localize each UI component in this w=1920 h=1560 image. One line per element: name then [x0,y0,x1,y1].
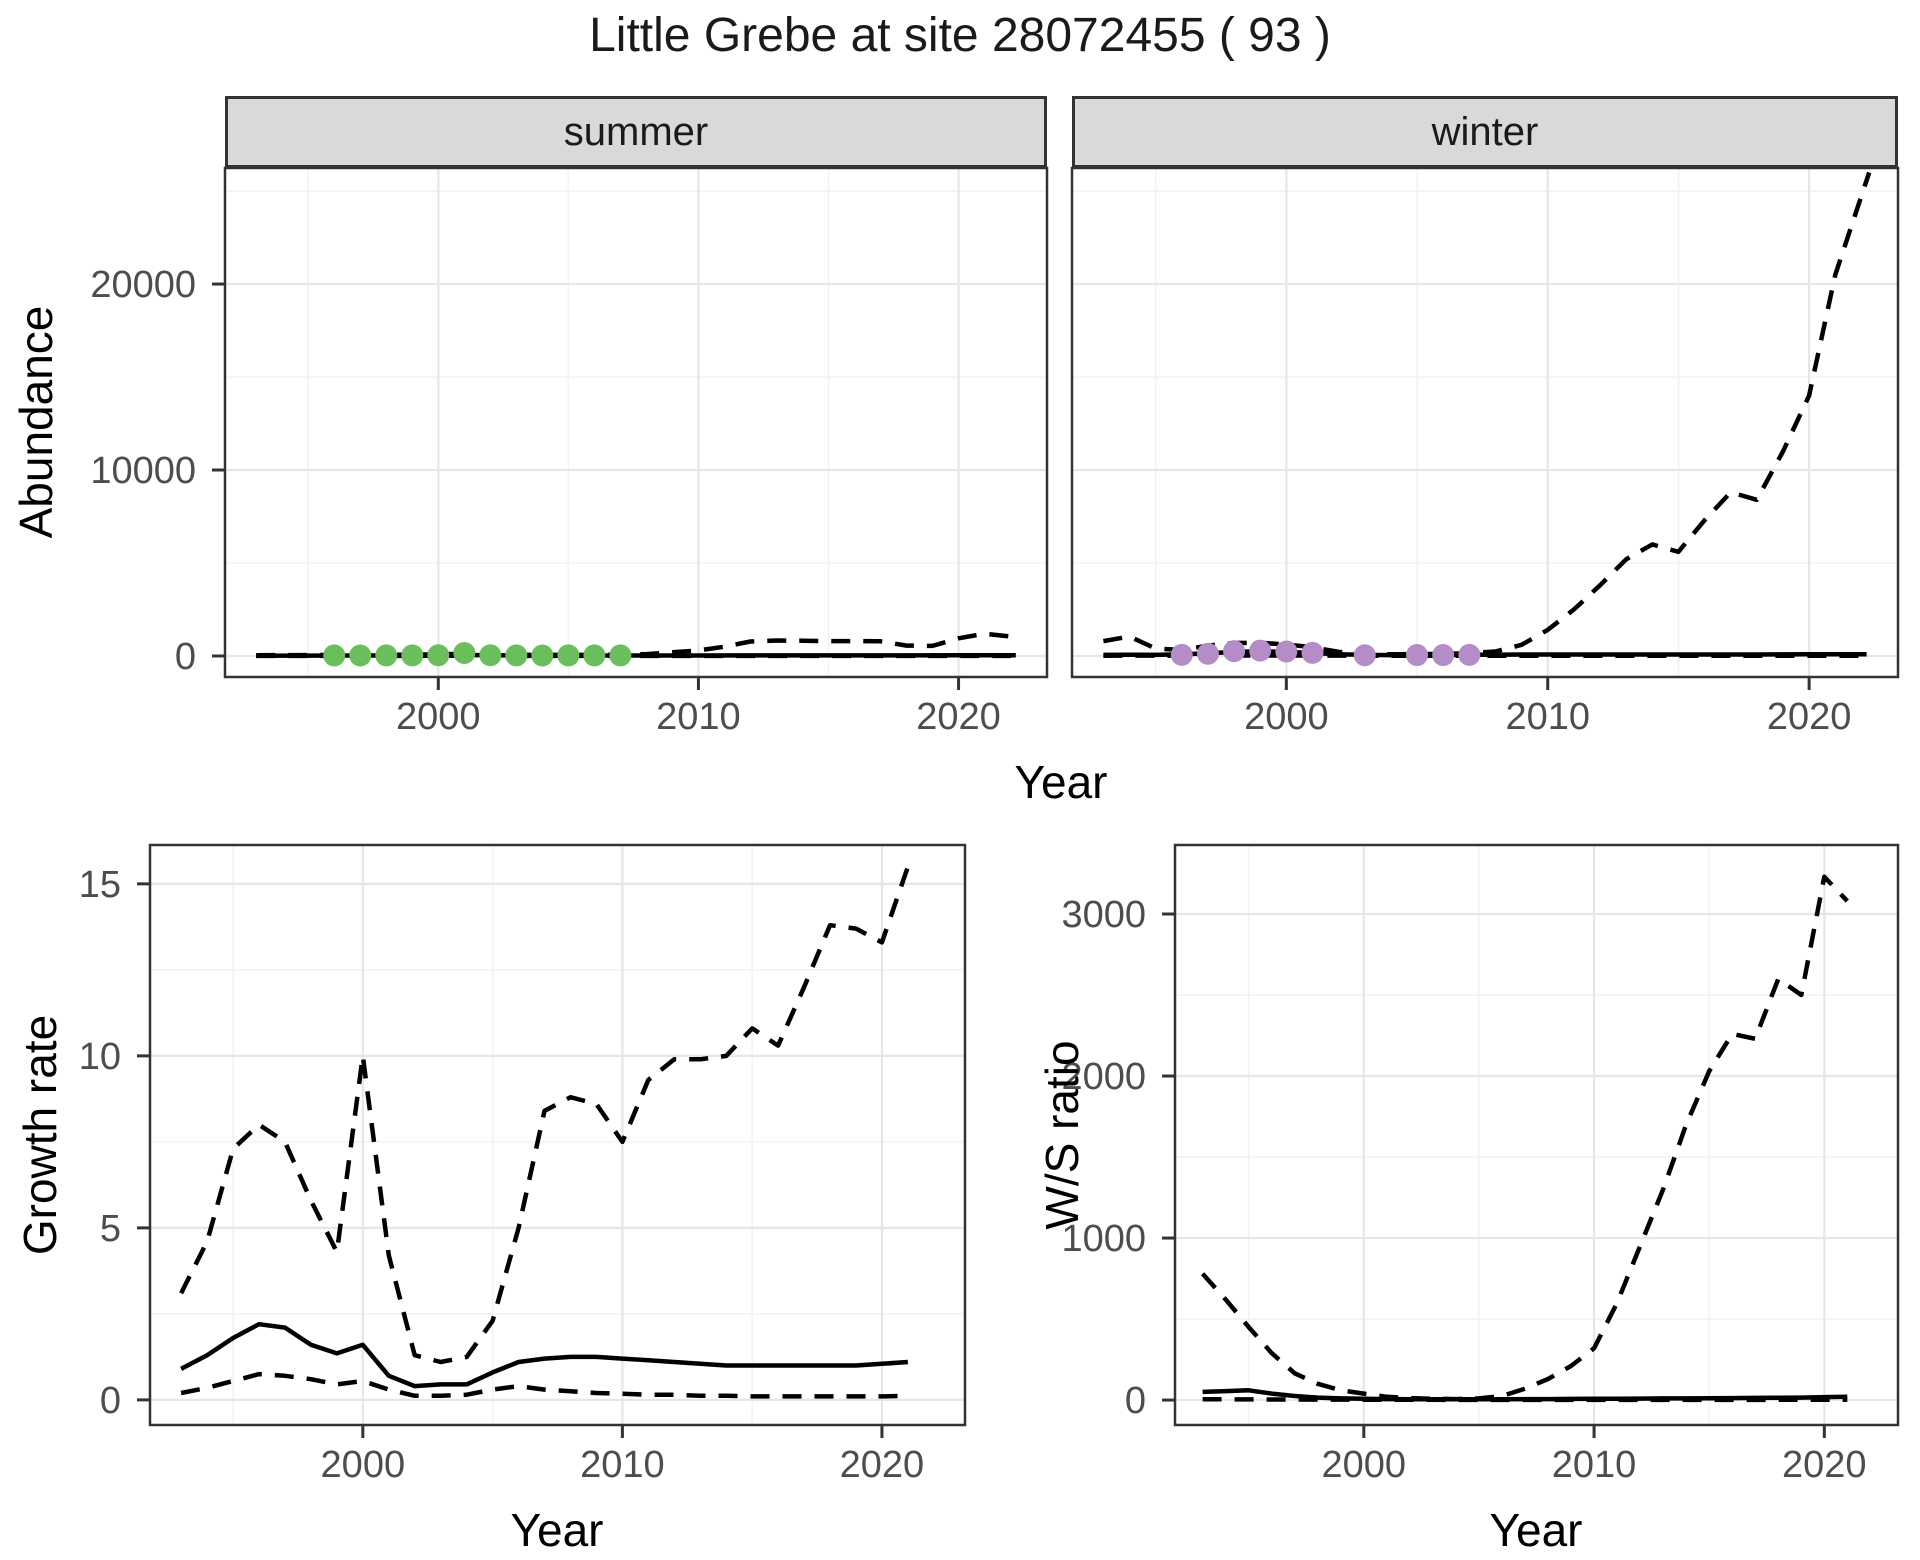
x-tick-label: 2010 [1505,696,1590,738]
plot-title: Little Grebe at site 28072455 ( 93 ) [589,9,1331,62]
data-point-observed-counts-winter [1432,644,1455,667]
data-point-observed-counts-summer [479,644,502,667]
y-tick-label: 0 [1125,1380,1146,1422]
panel-abundance-winter: 2000 2010 2020 [1070,166,1900,738]
y-tick-label: 20000 [90,264,196,306]
y-axis-title-ws-ratio: W/S ratio [1036,1040,1088,1230]
panel-border-abundance-winter [1070,166,1900,679]
data-point-observed-counts-summer [557,644,580,667]
data-point-observed-counts-summer [609,644,632,667]
x-tick-label: 2000 [1322,1444,1407,1486]
data-point-observed-counts-summer [323,644,346,667]
data-point-observed-counts-winter [1223,640,1246,663]
x-tick-label: 2000 [1244,696,1329,738]
series-growth-rate-lower_ci [180,1371,908,1399]
series-ws-ratio-lower_ci [1202,1396,1848,1403]
data-point-observed-counts-winter [1170,643,1193,666]
x-tick-label: 2010 [656,696,741,738]
panel-abundance-summer: 2000 2010 2020 0 10000 20000 [90,166,1049,738]
x-tick-label: 2020 [1782,1444,1867,1486]
y-tick-label: 0 [100,1380,121,1422]
facet-strip-winter: winter [1072,96,1898,168]
panel-ws-ratio: 2000 2010 2020 0 1000 2000 3000 [1061,843,1900,1486]
y-tick-label: 10 [79,1036,121,1078]
panel-growth-rate: 2000 2010 2020 0 5 10 15 [79,843,967,1486]
facet-strip-summer: summer [225,96,1047,168]
x-tick-label: 2010 [580,1444,665,1486]
series-ws-ratio-upper_ci [1200,874,1849,1402]
data-point-observed-counts-summer [349,644,372,667]
data-point-observed-counts-summer [583,644,606,667]
data-point-observed-counts-winter [1196,642,1219,665]
facet-strip-summer-label: summer [563,109,709,154]
data-point-observed-counts-summer [505,644,528,667]
x-tick-label: 2020 [1767,696,1852,738]
panel-border-abundance-summer [223,166,1049,679]
y-axis-title-abundance: Abundance [10,305,62,539]
data-point-observed-counts-summer [401,644,424,667]
y-tick-label: 15 [79,864,121,906]
panel-border-ws-ratio [1173,843,1900,1427]
data-point-observed-counts-summer [453,642,476,665]
series-growth-rate-median [180,1321,909,1389]
facet-strip-winter-label: winter [1431,109,1539,154]
panel-border-growth-rate [148,843,967,1427]
x-tick-label: 2020 [840,1444,925,1486]
data-point-observed-counts-winter [1458,643,1481,666]
y-tick-label: 3000 [1061,894,1146,936]
data-point-observed-counts-winter [1275,640,1298,663]
data-point-observed-counts-winter [1406,644,1429,667]
y-tick-label: 5 [100,1208,121,1250]
y-tick-label: 2000 [1061,1056,1146,1098]
y-axis-title-growth-rate: Growth rate [14,1014,66,1256]
series-abundance-summer-upper_ci [256,631,1017,658]
y-tick-label: 0 [175,636,196,678]
x-tick-label: 2010 [1552,1444,1637,1486]
x-tick-label: 2020 [916,696,1001,738]
x-axis-title-year-bottom-right: Year [1489,1504,1583,1556]
x-tick-label: 2000 [321,1444,406,1486]
data-point-observed-counts-summer [375,644,398,667]
data-point-observed-counts-winter [1353,644,1376,667]
data-point-observed-counts-summer [427,644,450,667]
data-point-observed-counts-winter [1301,641,1324,664]
x-axis-title-year-top: Year [1014,756,1108,808]
y-tick-label: 1000 [1061,1218,1146,1260]
y-tick-label: 10000 [90,450,196,492]
series-abundance-winter-upper_ci [1103,171,1872,657]
data-point-observed-counts-winter [1249,639,1272,662]
data-point-observed-counts-summer [531,644,554,667]
series-growth-rate-upper_ci [179,865,911,1365]
x-axis-title-year-bottom-left: Year [510,1504,604,1556]
x-tick-label: 2000 [396,696,481,738]
